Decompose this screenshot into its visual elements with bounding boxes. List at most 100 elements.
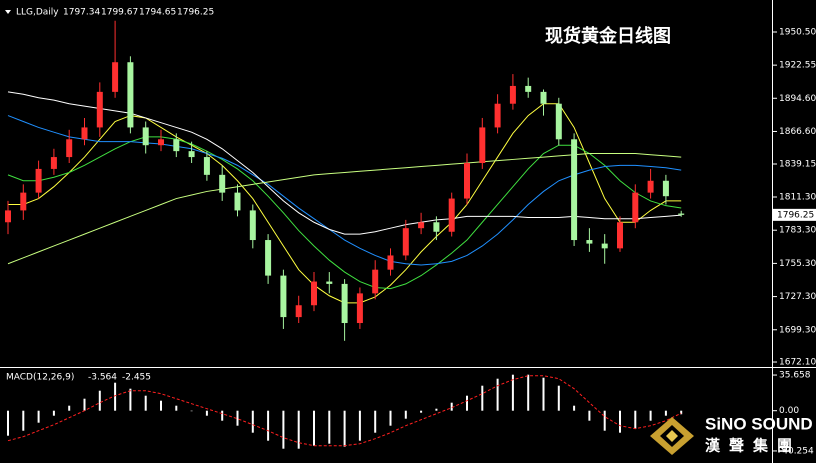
candle-body xyxy=(280,275,287,318)
moving-average xyxy=(7,153,682,265)
symbol-arrow xyxy=(5,10,11,14)
macd-bar xyxy=(374,410,377,433)
macd-bar xyxy=(664,410,667,416)
y-tick-label: 1839.15 xyxy=(779,160,816,170)
candle-body xyxy=(387,255,394,270)
macd-bar xyxy=(313,410,315,446)
moving-average xyxy=(7,91,682,235)
candle-body xyxy=(479,127,486,163)
candle-body xyxy=(356,293,363,324)
macd-bar xyxy=(420,410,423,413)
macd-bar xyxy=(328,410,331,444)
candle-body xyxy=(142,127,149,146)
price-marker-bg xyxy=(773,208,816,221)
candle-body xyxy=(35,168,42,193)
logo-subtitle: 漢聲集團 xyxy=(705,437,801,455)
macd-bar xyxy=(68,405,71,411)
y-tick-label: 1727.30 xyxy=(779,292,816,302)
candle-body xyxy=(127,62,134,128)
macd-bar xyxy=(52,410,55,416)
macd-bar xyxy=(481,385,484,411)
macd-bar xyxy=(190,410,193,412)
candle-body xyxy=(464,162,470,199)
plot: 1950.50 1922.55 1894.60 1866.60 1839.15 1811.… xyxy=(5,20,816,456)
y-tick-label: 1811.30 xyxy=(779,193,816,203)
macd-bar xyxy=(114,382,117,411)
y-tick-label: 1922.55 xyxy=(779,61,816,71)
macd-bar xyxy=(527,374,530,411)
y-tick-label: 1783.30 xyxy=(779,226,816,236)
candle-body xyxy=(81,127,88,140)
macd-bar xyxy=(37,410,40,423)
macd-bar xyxy=(634,410,637,429)
macd-bar xyxy=(98,390,101,411)
candle-body xyxy=(219,174,226,193)
macd-bar xyxy=(389,410,392,426)
macd-bar xyxy=(511,374,514,411)
candle-body xyxy=(571,139,578,241)
candle-body xyxy=(617,222,623,249)
moving-average xyxy=(7,136,682,290)
macd-bar xyxy=(83,398,86,411)
macd-bar xyxy=(282,410,285,449)
candle-body xyxy=(311,281,317,306)
moving-average xyxy=(7,115,682,266)
macd-bar xyxy=(129,388,132,411)
y-tick-label: 1866.60 xyxy=(779,127,816,137)
candle-body xyxy=(586,240,593,244)
price-marker: 1796.25 xyxy=(777,210,814,220)
candle-body xyxy=(5,210,11,223)
logo-name: SiNO SOUND xyxy=(705,414,813,433)
macd-bar xyxy=(435,408,438,411)
candle-body xyxy=(632,192,639,223)
logo: SiNO SOUND 漢聲集團 xyxy=(650,414,813,455)
macd-bar xyxy=(603,410,606,431)
candle-body xyxy=(249,210,256,241)
candle-body xyxy=(418,222,425,229)
macd-bar xyxy=(542,377,545,411)
macd-bar xyxy=(343,410,346,447)
macd-bar xyxy=(358,410,361,441)
candle-body xyxy=(525,85,532,92)
macd-bar xyxy=(7,410,9,436)
low-value: 1794.65 xyxy=(139,8,176,18)
macd-bar xyxy=(236,410,239,426)
logo-mark-core xyxy=(666,430,678,442)
macd-label: MACD(12,26,9) xyxy=(6,373,74,383)
candle-body xyxy=(509,85,516,104)
macd-bar xyxy=(160,400,162,411)
macd-bar xyxy=(144,395,147,411)
macd-value: -3.564 xyxy=(88,373,117,383)
macd-bar xyxy=(649,410,652,421)
candle-body xyxy=(158,139,164,146)
macd-bar xyxy=(175,405,178,411)
candle-body xyxy=(112,62,119,92)
macd-bar xyxy=(619,410,621,433)
macd-bar xyxy=(404,410,407,419)
candle-body xyxy=(402,228,409,256)
candle-body xyxy=(372,269,379,294)
macd-bar xyxy=(557,385,560,411)
candle-body xyxy=(20,192,27,211)
macd-bar xyxy=(588,410,591,421)
candle-body xyxy=(265,240,272,276)
candle-body xyxy=(341,283,348,324)
y-tick-label: 1755.30 xyxy=(779,259,816,269)
candle-body xyxy=(601,243,608,249)
macd-bar xyxy=(573,405,576,411)
candle-body xyxy=(662,180,669,197)
candle-body xyxy=(326,281,333,284)
y-tick-label: 1699.30 xyxy=(779,325,816,335)
macd-signal-value: -2.455 xyxy=(122,373,151,383)
y-tick-label: 35.658 xyxy=(779,371,811,381)
candle-body xyxy=(234,192,241,211)
candle-body xyxy=(494,103,501,128)
macd-bar xyxy=(466,395,468,411)
candle-body xyxy=(433,222,440,232)
candle-body xyxy=(295,305,302,318)
open-value: 1797.34 xyxy=(63,8,100,18)
macd-bar xyxy=(297,410,300,449)
macd-bar xyxy=(496,378,499,411)
symbol: LLG,Daily xyxy=(16,8,59,18)
